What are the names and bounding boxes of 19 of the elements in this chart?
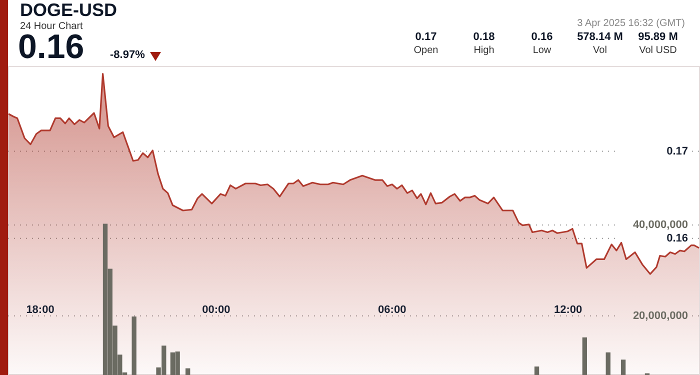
text: 578.14 M [576,31,624,43]
y2-tick-label: 20,000,000 [632,310,688,322]
text: Open [412,45,440,56]
x-tick-label: 12:00 [554,304,582,316]
text: -8.97% [110,49,145,61]
x-tick-label: 00:00 [202,304,230,316]
y2-tick-label: 40,000,000 [632,219,688,232]
text: 0.16 [530,31,554,43]
text: Low [532,45,552,56]
text: Vol [592,45,608,56]
chart-title: DOGE-USD [20,0,118,21]
x-tick-label: 06:00 [378,304,406,316]
text: 0.17 [414,31,438,43]
text: 3 Apr 2025 16:32 (GMT) [577,18,685,29]
x-tick-label: 18:00 [26,304,54,316]
text: Vol USD [638,45,678,56]
text: 95.89 M [637,31,679,43]
text: 0.18 [472,31,496,43]
text: High [472,45,496,56]
